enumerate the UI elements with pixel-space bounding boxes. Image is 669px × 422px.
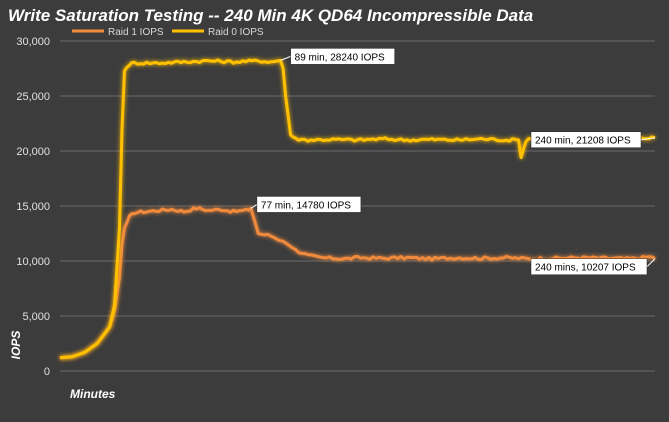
callout-1: 240 min, 21208 IOPS <box>530 131 656 148</box>
callout-leader-0 <box>280 55 291 61</box>
y-tick-label-0: 0 <box>44 366 50 378</box>
y-axis-ticks: 0 5,000 10,000 15,000 20,000 25,000 30,000 <box>16 36 50 378</box>
y-tick-label-4: 20,000 <box>16 146 50 158</box>
callout-label-1: 240 min, 21208 IOPS <box>535 136 631 147</box>
callout-label-0: 89 min, 28240 IOPS <box>295 52 385 63</box>
callout-leader-1 <box>640 137 656 141</box>
callouts: 89 min, 28240 IOPS 240 min, 21208 IOPS 77 … <box>250 48 656 275</box>
chart-title: Write Saturation Testing -- 240 Min 4K Q… <box>8 6 533 25</box>
callout-leader-3 <box>646 258 656 268</box>
callout-3: 240 mins, 10207 IOPS <box>530 258 656 275</box>
callout-label-3: 240 mins, 10207 IOPS <box>535 263 636 274</box>
x-axis-label: Minutes <box>70 387 116 401</box>
y-tick-label-1: 5,000 <box>22 311 50 323</box>
y-tick-label-6: 30,000 <box>16 36 50 48</box>
callout-box-0 <box>290 48 395 65</box>
legend-label-raid0: Raid 0 IOPS <box>208 27 264 38</box>
y-tick-label-3: 15,000 <box>16 201 50 213</box>
callout-box-2 <box>256 196 362 213</box>
callout-2: 77 min, 14780 IOPS <box>250 196 362 213</box>
callout-box-1 <box>530 131 642 148</box>
callout-leader-2 <box>250 204 258 209</box>
series-line-raid1 <box>59 206 656 360</box>
callout-label-2: 77 min, 14780 IOPS <box>261 200 351 211</box>
legend: Raid 1 IOPS Raid 0 IOPS <box>72 27 264 38</box>
callout-0: 89 min, 28240 IOPS <box>280 48 395 65</box>
y-tick-label-5: 25,000 <box>16 91 50 103</box>
legend-label-raid1: Raid 1 IOPS <box>108 27 164 38</box>
callout-box-3 <box>530 258 648 275</box>
y-axis-label: IOPS <box>9 331 23 360</box>
y-tick-label-2: 10,000 <box>16 256 50 268</box>
